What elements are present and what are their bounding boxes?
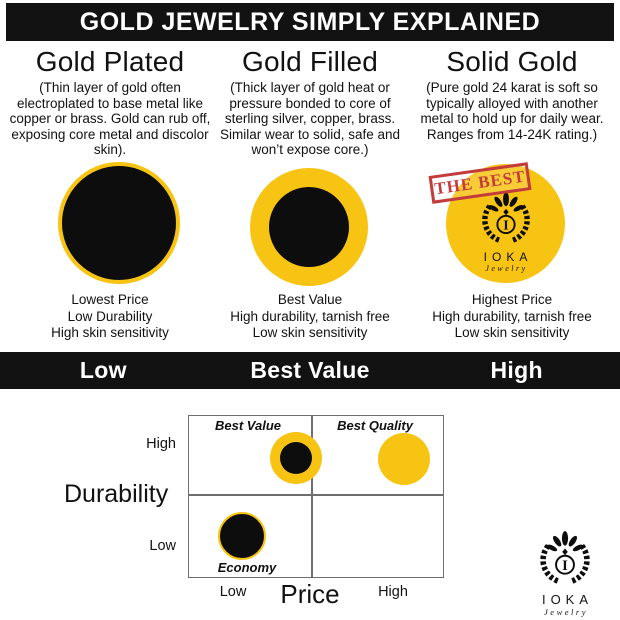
chart-horizontal-divider: [188, 494, 444, 496]
gold-filled-attributes: Best Value High durability, tarnish free…: [206, 292, 414, 342]
solid-gold-description: (Pure gold 24 karat is soft so typically…: [420, 80, 604, 142]
chart-point-best-value: [270, 432, 322, 484]
chart-point-economy: [218, 512, 266, 560]
rating-best-value-label: Best Value: [250, 357, 370, 383]
chart-point-best-quality: [378, 433, 430, 485]
gold-plated-attributes: Lowest Price Low Durability High skin se…: [6, 292, 214, 342]
gold-filled-description: (Thick layer of gold heat or pressure bo…: [219, 80, 401, 158]
attribute-line: Low skin sensitivity: [454, 325, 570, 340]
attribute-line: High durability, tarnish free: [432, 308, 592, 324]
x-axis-tick-low: Low: [219, 584, 247, 600]
solid-gold-attributes: Highest Price High durability, tarnish f…: [408, 292, 616, 342]
y-axis-tick-high: High: [146, 436, 176, 452]
ioka-logo-name: IOKA: [483, 250, 533, 264]
attribute-line: High skin sensitivity: [51, 325, 169, 340]
gold-plated-heading: Gold Plated: [35, 46, 185, 77]
ioka-logo-subtitle: Jewelry: [485, 264, 528, 273]
column-solid-gold: Solid Gold (Pure gold 24 karat is soft s…: [410, 46, 614, 142]
rating-high-label: High: [490, 357, 543, 383]
chart-best-quality-label: Best Quality: [337, 418, 413, 433]
gold-plated-description: (Thin layer of gold often electroplated …: [9, 80, 211, 158]
chart-economy-label: Economy: [217, 560, 277, 575]
gold-filled-circle-diagram: [250, 168, 368, 286]
title-bar: GOLD JEWELRY SIMPLY EXPLAINED: [6, 3, 614, 41]
attribute-line: Low Durability: [67, 308, 153, 324]
attribute-line: Highest Price: [471, 292, 553, 307]
ioka-crest-emblem-icon: I: [481, 192, 530, 243]
ioka-crest-emblem-icon: I: [540, 531, 590, 584]
ioka-logo-subtitle: Jewelry: [544, 607, 588, 617]
gold-filled-core: [269, 187, 349, 267]
ioka-footer-logo: I IOKA Jewelry: [528, 530, 602, 617]
page-title: GOLD JEWELRY SIMPLY EXPLAINED: [79, 7, 541, 36]
chart-vertical-divider: [311, 415, 313, 578]
rating-bar: Low Best Value High: [0, 352, 620, 389]
svg-text:I: I: [562, 558, 568, 574]
gold-filled-heading: Gold Filled: [241, 46, 379, 77]
solid-gold-circle-diagram: [446, 164, 565, 283]
attribute-line: Best Value: [277, 292, 343, 307]
column-gold-filled: Gold Filled (Thick layer of gold heat or…: [208, 46, 412, 158]
ioka-logo-on-coin: I IOKA Jewelry: [446, 164, 565, 283]
chart-best-value-label: Best Value: [215, 418, 281, 433]
attribute-line: Low skin sensitivity: [252, 325, 368, 340]
chart-point-best-value-core: [280, 442, 312, 474]
attribute-line: Lowest Price: [71, 292, 149, 307]
quadrant-chart-grid: [188, 415, 444, 578]
rating-low-label: Low: [79, 357, 127, 383]
column-gold-plated: Gold Plated (Thin layer of gold often el…: [8, 46, 212, 158]
attribute-line: High durability, tarnish free: [230, 308, 390, 324]
y-axis-label-durability: Durability: [64, 480, 169, 508]
svg-text:I: I: [503, 217, 508, 233]
x-axis-tick-high: High: [378, 584, 408, 600]
y-axis-tick-low: Low: [149, 538, 176, 554]
gold-plated-circle-diagram: [58, 162, 180, 284]
x-axis-label-price: Price: [280, 579, 340, 609]
ioka-logo-name: IOKA: [541, 592, 594, 607]
solid-gold-heading: Solid Gold: [446, 46, 578, 77]
